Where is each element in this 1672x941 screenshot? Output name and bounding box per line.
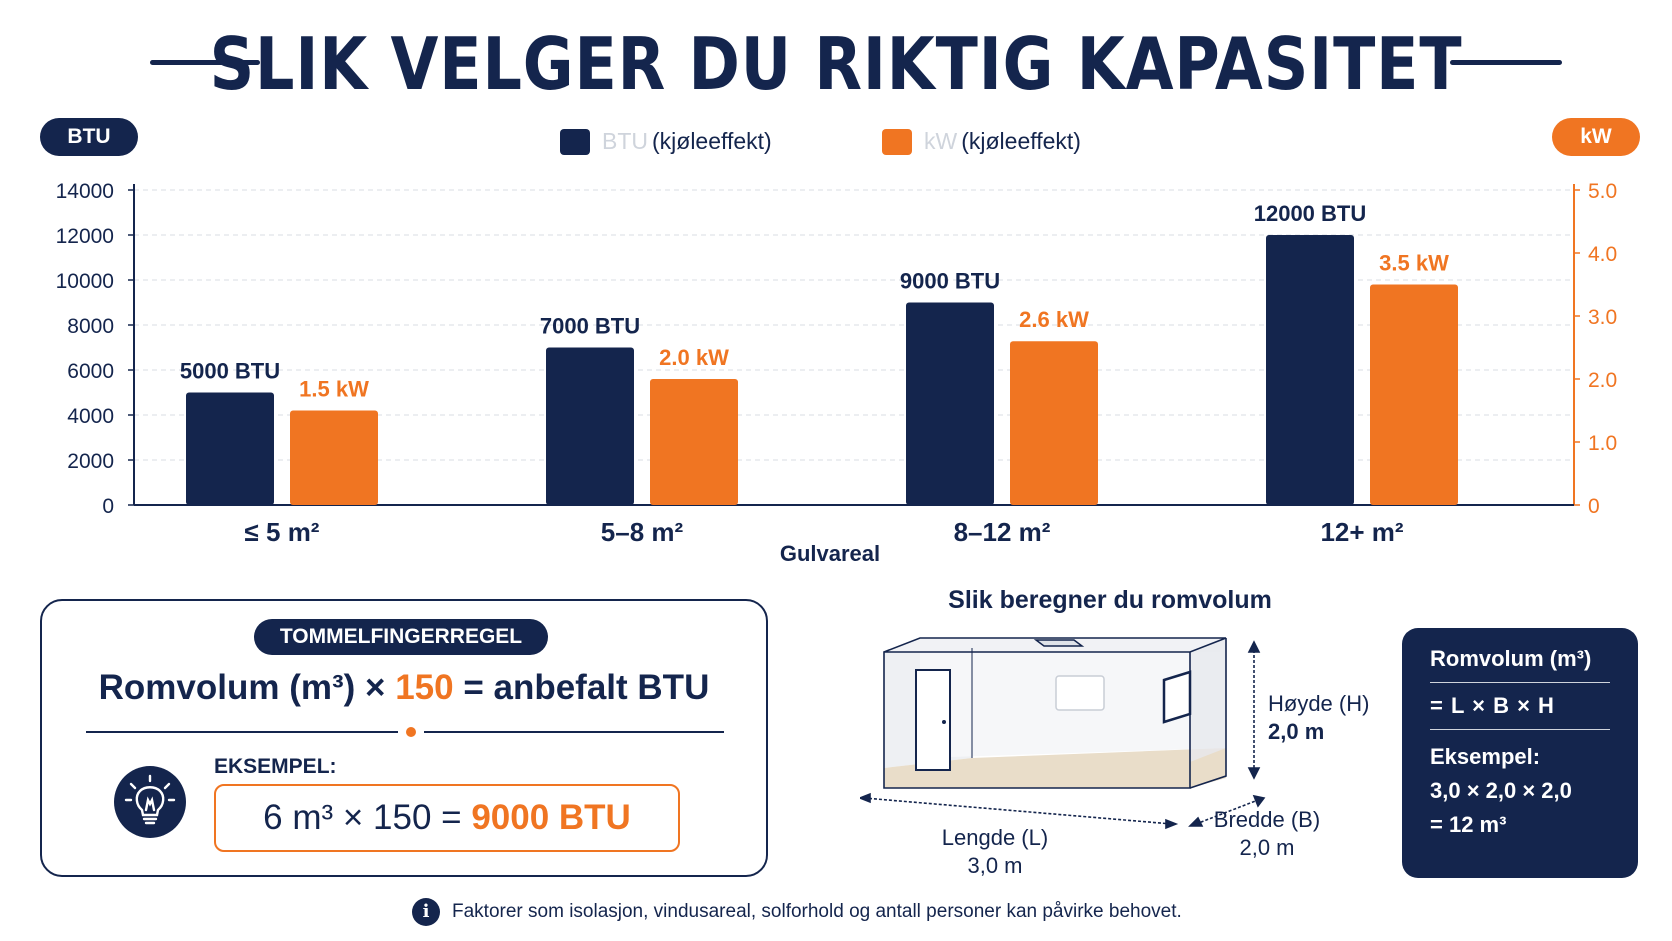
right-axis-pill: kW bbox=[1552, 118, 1640, 156]
footnote: i Faktorer som isolasjon, vindusareal, s… bbox=[412, 898, 1182, 926]
bar-btu bbox=[1266, 235, 1354, 505]
right-tick-label: 3.0 bbox=[1588, 306, 1617, 329]
width-label-text: Bredde (B) bbox=[1213, 807, 1321, 832]
example-result: 9000 BTU bbox=[471, 798, 631, 837]
left-tick-label: 10000 bbox=[56, 270, 114, 293]
title-line-left bbox=[150, 60, 260, 65]
bar-btu bbox=[186, 392, 274, 505]
bar-label-kw: 1.5 kW bbox=[299, 377, 369, 402]
width-label: Bredde (B) 2,0 m bbox=[1212, 806, 1322, 862]
x-axis-label: Gulvareal bbox=[780, 541, 880, 566]
height-value: 2,0 m bbox=[1268, 719, 1325, 744]
bar-label-btu: 5000 BTU bbox=[180, 359, 280, 384]
legend-btu: BTU (kjøleeffekt) bbox=[560, 128, 772, 155]
right-tick-label: 5.0 bbox=[1588, 180, 1617, 203]
bar-btu bbox=[906, 302, 994, 505]
rule-pill: TOMMELFINGERREGEL bbox=[254, 619, 548, 655]
left-tick-label: 6000 bbox=[67, 360, 114, 383]
left-tick-label: 2000 bbox=[67, 450, 114, 473]
volume-card-sep-2 bbox=[1430, 729, 1610, 730]
example-box: 6 m³ × 150 = 9000 BTU bbox=[214, 784, 680, 852]
bar-btu bbox=[546, 347, 634, 505]
right-tick-label: 1.0 bbox=[1588, 432, 1617, 455]
rule-separator-dot bbox=[406, 727, 416, 737]
right-tick-label: 4.0 bbox=[1588, 243, 1617, 266]
legend-unit-btu: BTU bbox=[602, 128, 648, 154]
left-tick-label: 4000 bbox=[67, 405, 114, 428]
footnote-text: Faktorer som isolasjon, vindusareal, sol… bbox=[452, 901, 1182, 922]
right-tick-label: 0 bbox=[1588, 495, 1600, 518]
volume-card-title: Romvolum (m³) bbox=[1430, 646, 1592, 671]
rule-separator-right bbox=[424, 731, 724, 733]
height-label-text: Høyde (H) bbox=[1268, 691, 1370, 716]
legend-swatch-btu bbox=[560, 128, 590, 155]
left-tick-label: 12000 bbox=[56, 225, 114, 248]
capacity-bar-chart: 0 2000 4000 6000 8000 10000 12000 14000 0 1.0 2.0 3… bbox=[56, 180, 1618, 566]
length-label: Lengde (L) 3,0 m bbox=[930, 824, 1060, 880]
width-value: 2,0 m bbox=[1239, 835, 1295, 860]
category-label: 5–8 m² bbox=[601, 517, 684, 547]
left-tick-label: 14000 bbox=[56, 180, 114, 203]
left-tick-label: 0 bbox=[102, 495, 114, 518]
room-illustration bbox=[860, 637, 1266, 830]
title-line-right bbox=[1450, 60, 1562, 65]
ac-unit-icon bbox=[1055, 675, 1105, 711]
bar-label-kw: 3.5 kW bbox=[1379, 251, 1449, 276]
rule-separator-left bbox=[86, 731, 398, 733]
legend-kw: kW (kjøleeffekt) bbox=[882, 128, 1081, 155]
bar-label-btu: 9000 BTU bbox=[900, 269, 1000, 294]
bar-kw bbox=[1370, 284, 1458, 505]
page-title: SLIK VELGER DU RIKTIG KAPASITET bbox=[209, 22, 1463, 106]
volume-card-example-label: Eksempel: bbox=[1430, 744, 1541, 769]
right-tick-label: 2.0 bbox=[1588, 369, 1617, 392]
legend-text-btu: (kjøleeffekt) bbox=[652, 128, 772, 154]
height-label: Høyde (H) 2,0 m bbox=[1268, 690, 1369, 746]
legend-text-kw: (kjøleeffekt) bbox=[961, 128, 1081, 154]
bar-kw bbox=[290, 410, 378, 505]
category-label: 8–12 m² bbox=[954, 517, 1051, 547]
formula-post: = anbefalt BTU bbox=[453, 668, 710, 707]
volume-card-example-result: = 12 m³ bbox=[1430, 812, 1507, 837]
bar-label-btu: 7000 BTU bbox=[540, 314, 640, 339]
bar-kw bbox=[1010, 341, 1098, 505]
bar-label-kw: 2.6 kW bbox=[1019, 307, 1089, 332]
example-calc: 6 m³ × 150 = bbox=[263, 798, 472, 837]
bar-label-btu: 12000 BTU bbox=[1254, 201, 1367, 226]
length-value: 3,0 m bbox=[967, 853, 1023, 878]
room-title: Slik beregner du romvolum bbox=[948, 586, 1272, 614]
info-icon: i bbox=[412, 898, 440, 926]
example-label: EKSEMPEL: bbox=[214, 755, 337, 778]
volume-card-formula: = L × B × H bbox=[1430, 693, 1555, 718]
category-label: ≤ 5 m² bbox=[245, 517, 320, 547]
legend-unit-kw: kW bbox=[924, 128, 958, 154]
volume-card-sep-1 bbox=[1430, 682, 1610, 683]
legend-swatch-kw bbox=[882, 128, 912, 155]
door-icon bbox=[915, 669, 951, 771]
left-axis-pill: BTU bbox=[40, 118, 138, 156]
skylight-icon bbox=[1033, 639, 1085, 647]
rule-of-thumb-box bbox=[40, 599, 768, 877]
bar-kw bbox=[650, 379, 738, 505]
lightbulb-icon bbox=[114, 766, 186, 838]
window-icon bbox=[1162, 670, 1192, 724]
volume-card: Romvolum (m³) = L × B × H Eksempel: 3,0 … bbox=[1402, 628, 1638, 878]
volume-card-example-calc: 3,0 × 2,0 × 2,0 bbox=[1430, 778, 1572, 803]
formula-pre: Romvolum (m³) × bbox=[98, 668, 396, 707]
formula-factor: 150 bbox=[395, 668, 454, 707]
category-label: 12+ m² bbox=[1320, 517, 1403, 547]
bar-label-kw: 2.0 kW bbox=[659, 345, 729, 370]
rule-formula: Romvolum (m³) × 150 = anbefalt BTU bbox=[40, 668, 768, 708]
length-label-text: Lengde (L) bbox=[941, 825, 1049, 850]
left-tick-label: 8000 bbox=[67, 315, 114, 338]
